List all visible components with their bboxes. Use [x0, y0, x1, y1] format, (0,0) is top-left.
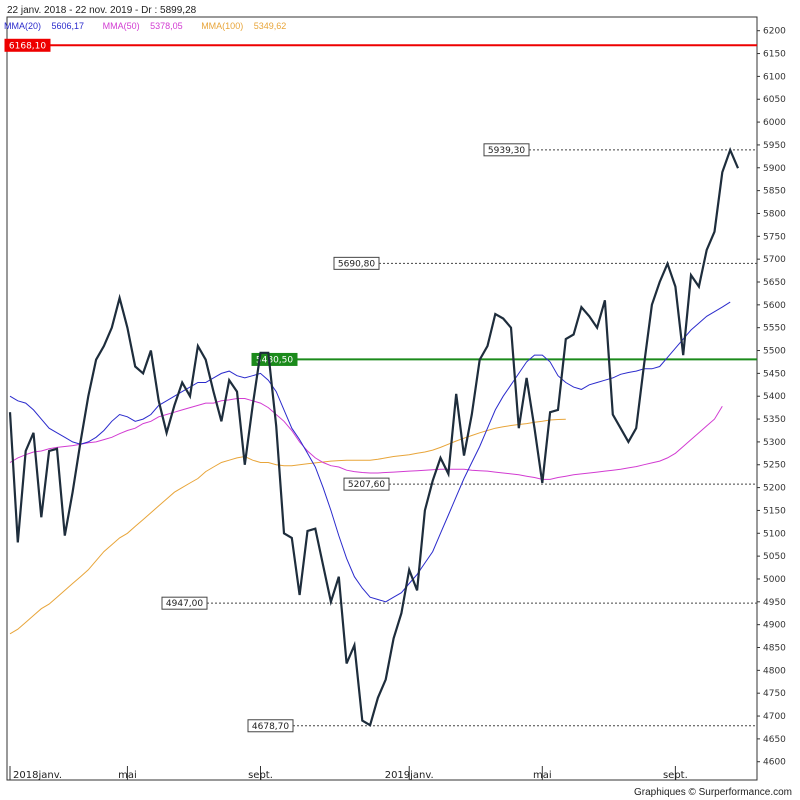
mma100-line	[9, 418, 566, 635]
y-tick-label: 5550	[763, 324, 786, 334]
y-tick-label: 5800	[763, 209, 786, 219]
y-tick-label: 6050	[763, 95, 786, 105]
price-label-box	[483, 143, 530, 157]
y-tick-label: 5200	[763, 484, 786, 494]
y-tick-label: 5350	[763, 415, 786, 425]
y-tick-label: 4650	[763, 735, 786, 745]
legend: MMA(20) 5606,17 MMA(50) 5378,05 MMA(100)…	[4, 21, 302, 31]
y-tick-label: 4950	[763, 598, 786, 608]
price-label: 5690,80	[338, 259, 375, 269]
legend-mma100: MMA(100) 5349,62	[201, 21, 287, 31]
y-tick-label: 4900	[763, 621, 786, 631]
price-line	[8, 146, 740, 727]
y-tick-label: 4850	[763, 644, 786, 654]
price-label-box	[4, 38, 51, 52]
plot-frame	[6, 16, 758, 781]
y-tick-label: 5400	[763, 392, 786, 402]
y-tick-label: 4800	[763, 666, 786, 676]
price-label: 5480,50	[256, 355, 293, 365]
y-tick-label: 4700	[763, 712, 786, 722]
y-tick-label: 5150	[763, 506, 786, 516]
price-label: 5939,30	[488, 146, 525, 156]
price-label-box	[161, 596, 208, 610]
y-tick-label: 5850	[763, 187, 786, 197]
mma50-line	[9, 398, 723, 480]
y-tick-label: 5100	[763, 529, 786, 539]
y-tick-label: 6000	[763, 118, 786, 128]
y-tick-label: 6200	[763, 27, 786, 37]
price-label: 5207,60	[348, 480, 385, 490]
x-tick-label: mai	[533, 770, 552, 781]
x-tick-label: 2019janv.	[385, 770, 434, 781]
y-tick-label: 5000	[763, 575, 786, 585]
x-tick-label: mai	[118, 770, 137, 781]
mma20-line	[9, 301, 731, 603]
price-label: 6168,10	[9, 41, 46, 51]
y-tick-label: 6100	[763, 72, 786, 82]
y-tick-label: 5450	[763, 369, 786, 379]
y-tick-label: 5900	[763, 164, 786, 174]
price-label-box	[333, 256, 380, 270]
y-tick-label: 4600	[763, 758, 786, 768]
price-label: 4947,00	[166, 599, 203, 609]
legend-mma20: MMA(20) 5606,17	[4, 21, 85, 31]
x-tick-label: sept.	[248, 770, 273, 781]
legend-mma50: MMA(50) 5378,05	[102, 21, 183, 31]
chart-header: 22 janv. 2018 - 22 nov. 2019 - Dr : 5899…	[7, 5, 197, 16]
price-label: 4678,70	[252, 722, 289, 732]
y-tick-label: 5650	[763, 278, 786, 288]
y-tick-label: 5500	[763, 347, 786, 357]
y-tick-label: 5300	[763, 438, 786, 448]
price-label-box	[343, 477, 390, 491]
x-tick-label: 2018janv.	[13, 770, 62, 781]
y-tick-label: 5700	[763, 255, 786, 265]
y-tick-label: 5600	[763, 301, 786, 311]
y-tick-label: 5250	[763, 461, 786, 471]
credit: Graphiques © Surperformance.com	[634, 787, 792, 798]
y-tick-label: 5750	[763, 232, 786, 242]
price-label-box	[251, 352, 298, 366]
y-tick-label: 4750	[763, 689, 786, 699]
y-tick-label: 6150	[763, 50, 786, 60]
y-tick-label: 5050	[763, 552, 786, 562]
x-tick-label: sept.	[663, 770, 688, 781]
y-tick-label: 5950	[763, 141, 786, 151]
price-label-box	[247, 719, 294, 733]
